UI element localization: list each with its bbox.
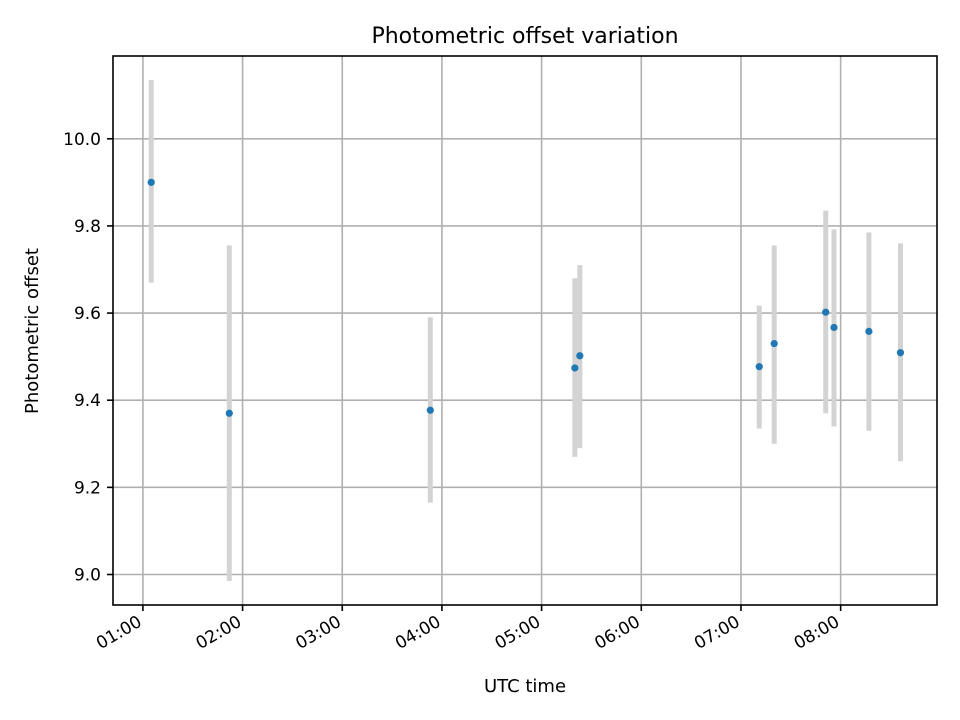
y-tick-label: 9.2 xyxy=(74,478,101,498)
data-point xyxy=(770,339,778,348)
x-tick-label: 03:00 xyxy=(292,612,344,654)
data-point xyxy=(822,308,830,316)
x-tick-label: 07:00 xyxy=(691,612,743,654)
y-tick-label: 9.6 xyxy=(74,304,101,324)
data-point xyxy=(147,178,155,186)
x-tick-label: 02:00 xyxy=(193,612,245,654)
plot-frame xyxy=(112,55,938,606)
data-point xyxy=(830,323,838,332)
x-axis-label: UTC time xyxy=(484,676,566,697)
gridlines xyxy=(113,56,937,605)
data-point xyxy=(426,406,434,414)
x-tick-label: 04:00 xyxy=(392,612,444,654)
data-point xyxy=(865,327,873,335)
data-point xyxy=(576,352,584,360)
y-tick-label: 9.0 xyxy=(74,566,101,586)
data-point xyxy=(896,349,905,357)
error-bars xyxy=(148,79,903,582)
x-tick-label: 08:00 xyxy=(791,612,843,654)
data-points xyxy=(147,178,905,417)
y-axis-label: Photometric offset xyxy=(22,248,43,414)
data-point xyxy=(755,363,763,371)
y-tick-label: 9.8 xyxy=(74,217,101,237)
x-tick-label: 05:00 xyxy=(492,612,544,654)
x-tick-label: 06:00 xyxy=(591,612,643,654)
data-point xyxy=(571,364,579,372)
chart-title: Photometric offset variation xyxy=(371,24,678,49)
data-point xyxy=(225,409,233,417)
y-tick-label: 9.4 xyxy=(74,391,101,411)
y-tick-label: 10.0 xyxy=(63,130,101,150)
x-tick-label: 01:00 xyxy=(93,612,145,654)
